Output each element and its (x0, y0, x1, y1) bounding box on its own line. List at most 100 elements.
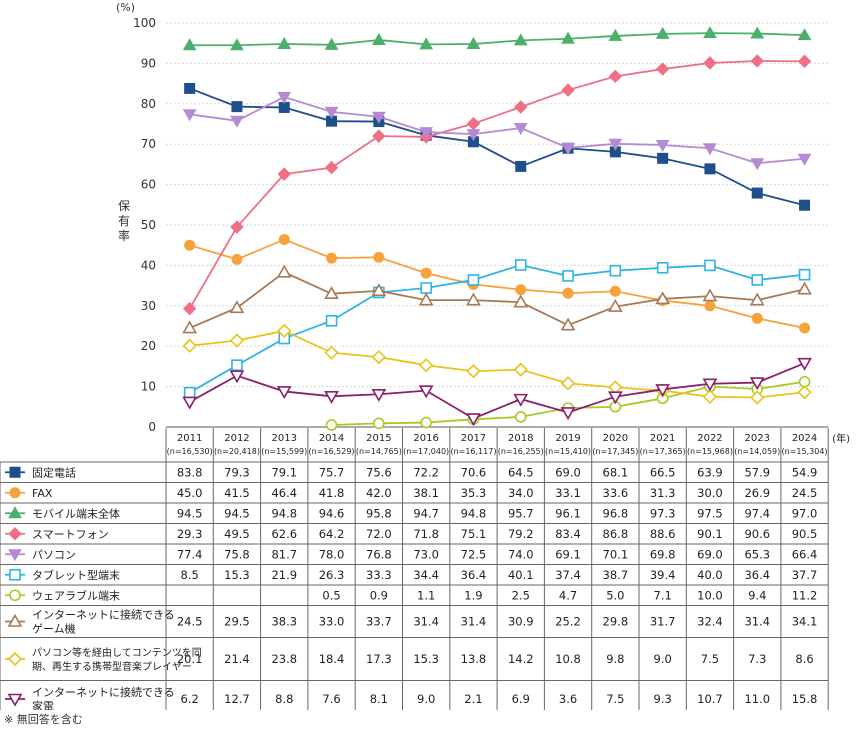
cell-value: 34.1 (792, 615, 818, 629)
legend-marker (9, 466, 21, 478)
year-label: 2013 (272, 433, 297, 444)
cell-value: 38.3 (271, 615, 297, 629)
data-point (324, 345, 339, 360)
data-point (703, 143, 717, 156)
n-label: (n=14,059) (734, 447, 780, 456)
y-tick-label: 30 (141, 299, 156, 313)
cell-value: 76.8 (366, 547, 392, 561)
data-point (749, 292, 765, 306)
data-point (184, 239, 196, 251)
data-table: 2011 (n=16,530) 2012 (n=20,418) 2013 (n=15,59… (0, 428, 850, 710)
data-point (420, 416, 432, 429)
n-label: (n=16,255) (498, 447, 544, 456)
cell-value: 10.0 (697, 588, 723, 602)
y-tick-label: 90 (141, 56, 156, 70)
y-tick-label: 20 (141, 339, 156, 353)
data-point (277, 167, 291, 181)
cell-value: 2.1 (464, 692, 482, 706)
row-label-line2: ゲーム機 (32, 622, 76, 636)
series-7 (182, 264, 812, 334)
n-label: (n=15,410) (545, 447, 591, 456)
y-tick-label: 80 (141, 97, 156, 111)
table-row: タブレット型端末 8.5 15.3 21.9 26.3 33.3 34.4 36.4 40.1 3… (5, 568, 817, 582)
data-point (562, 270, 574, 282)
table-row: パソコン 77.4 75.8 81.7 78.0 76.8 73.0 72.5 74.0 69.1… (5, 547, 817, 562)
data-point (562, 287, 574, 299)
data-point (751, 274, 764, 286)
year-label: 2023 (745, 433, 770, 444)
cell-value: 33.0 (319, 615, 345, 629)
data-point (229, 370, 245, 384)
data-point (704, 259, 716, 272)
row-label-line1: パソコン等を経由してコンテンツを同 (32, 646, 202, 659)
n-label: (n=17,365) (640, 447, 686, 456)
cell-value: 33.7 (366, 615, 392, 629)
year-label: 2012 (224, 433, 249, 444)
cell-value: 29.3 (177, 527, 203, 541)
x-unit-label: (年) (832, 432, 850, 445)
cell-value: 12.7 (224, 692, 250, 706)
cell-value: 30.0 (697, 486, 723, 500)
data-point (325, 419, 338, 431)
row-label: モバイル端末全体 (32, 506, 120, 520)
data-point (513, 123, 528, 136)
data-point (466, 292, 481, 306)
row-label-line2: 期、再生する携帯型音楽プレイヤー (32, 660, 192, 673)
cell-value: 38.7 (603, 568, 629, 582)
data-point (373, 417, 385, 430)
y-unit-label: (%) (116, 1, 135, 14)
data-point (607, 391, 623, 405)
cell-value: 25.2 (555, 615, 581, 629)
data-point (561, 83, 575, 97)
year-label: 2021 (650, 433, 675, 444)
cell-value: 75.8 (224, 547, 250, 561)
data-point (608, 69, 623, 84)
data-point (371, 32, 386, 45)
series-8 (182, 323, 812, 405)
cell-value: 6.9 (512, 692, 530, 706)
cell-value: 40.0 (697, 568, 723, 582)
data-point (513, 294, 529, 308)
series-line (189, 87, 805, 207)
footnote: ※ 無回答を含む (4, 713, 83, 726)
cell-value: 11.0 (744, 692, 770, 706)
cell-value: 90.5 (792, 527, 818, 541)
data-point (325, 314, 338, 327)
data-point (704, 300, 716, 312)
cell-value: 7.5 (701, 652, 719, 666)
cell-value: 0.9 (370, 588, 388, 602)
cell-value: 96.1 (555, 506, 581, 520)
data-point (419, 358, 434, 373)
data-point (326, 252, 338, 264)
data-point (702, 389, 718, 404)
table-row: 固定電話 83.8 79.3 79.1 75.7 75.6 72.2 70.6 64.5 69.0… (5, 465, 817, 479)
cell-value: 37.4 (555, 568, 581, 582)
data-point (750, 390, 765, 405)
row-label: パソコン (32, 548, 76, 561)
data-point (561, 31, 575, 44)
cell-value: 9.0 (417, 692, 435, 706)
data-point (230, 115, 244, 128)
year-label: 2022 (697, 433, 722, 444)
cell-value: 32.4 (697, 615, 723, 629)
cell-value: 69.8 (650, 547, 676, 561)
cell-value: 39.4 (650, 568, 676, 582)
row-label-line1: インターネットに接続できる (32, 685, 175, 699)
data-point (466, 413, 481, 427)
cell-value: 34.4 (413, 568, 439, 582)
data-point (560, 376, 576, 391)
row-label-line2: 家電 (32, 699, 54, 710)
cell-value: 68.1 (603, 465, 629, 479)
data-point (419, 127, 434, 140)
n-label: (n=15,968) (687, 447, 733, 456)
cell-value: 33.1 (555, 486, 581, 500)
year-label: 2016 (413, 433, 438, 444)
cell-value: 75.6 (366, 465, 392, 479)
y-tick-label: 60 (141, 178, 156, 192)
cell-value: 9.0 (654, 652, 672, 666)
data-point (751, 187, 763, 199)
year-label: 2019 (555, 433, 580, 444)
data-point (799, 322, 811, 334)
